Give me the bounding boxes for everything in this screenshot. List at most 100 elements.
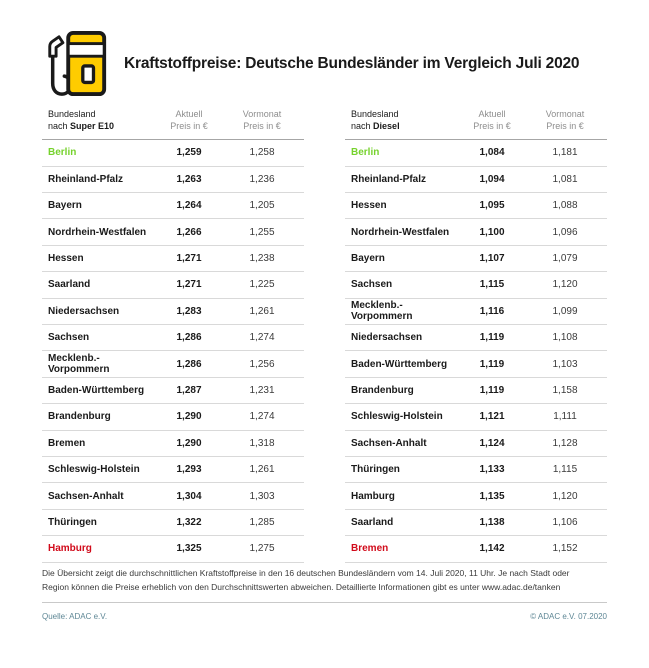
page-title: Kraftstoffpreise: Deutsche Bundesländer …: [124, 55, 580, 72]
table-row: Rheinland-Pfalz 1,263 1,236: [42, 167, 304, 194]
current-price: 1,266: [176, 226, 202, 238]
table-row: Sachsen-Anhalt 1,124 1,128: [345, 431, 607, 457]
state-name: Sachsen-Anhalt: [351, 437, 427, 449]
state-name: Mecklenb.-Vorpommern: [48, 353, 110, 376]
state-name: Niedersachsen: [351, 332, 423, 344]
copyright-label: © ADAC e.V. 07.2020: [530, 612, 607, 621]
table-row: Saarland 1,271 1,225: [42, 272, 304, 299]
current-price: 1,107: [479, 253, 505, 265]
table-super-e10: Bundesland nach Super E10 Aktuell Preis …: [42, 108, 304, 563]
state-name: Nordrhein-Westfalen: [351, 226, 450, 238]
state-name: Bayern: [48, 200, 82, 212]
column-header-previous: Vormonat Preis in €: [545, 109, 585, 132]
column-header-previous: Vormonat Preis in €: [242, 109, 282, 132]
table-row: Mecklenb.-Vorpommern 1,286 1,256: [42, 351, 304, 378]
state-name: Baden-Württemberg: [48, 384, 145, 396]
state-name: Sachsen: [351, 279, 393, 291]
state-name: Brandenburg: [351, 384, 414, 396]
state-name: Nordrhein-Westfalen: [48, 226, 147, 238]
table-row: Bremen 1,142 1,152: [345, 536, 607, 563]
table-row: Hamburg 1,325 1,275: [42, 536, 304, 563]
current-price: 1,121: [479, 411, 505, 423]
previous-price: 1,181: [552, 147, 578, 159]
table-row: Niedersachsen 1,283 1,261: [42, 299, 304, 326]
current-price: 1,119: [479, 384, 505, 396]
previous-price: 1,120: [552, 490, 578, 502]
current-price: 1,119: [479, 358, 505, 370]
table-row: Rheinland-Pfalz 1,094 1,081: [345, 167, 607, 194]
state-name: Berlin: [351, 147, 380, 159]
current-price: 1,084: [479, 147, 505, 159]
table-row: Sachsen 1,115 1,120: [345, 272, 607, 299]
state-name: Saarland: [351, 516, 394, 528]
table-row: Baden-Württemberg 1,287 1,231: [42, 378, 304, 405]
table-row: Saarland 1,138 1,106: [345, 510, 607, 537]
table-row: Berlin 1,084 1,181: [345, 140, 607, 167]
current-price: 1,263: [176, 173, 202, 185]
state-name: Hessen: [48, 253, 84, 265]
state-name: Baden-Württemberg: [351, 358, 448, 370]
source-label: Quelle: ADAC e.V.: [42, 612, 108, 621]
table-body-diesel: Berlin 1,084 1,181 Rheinland-Pfalz 1,094…: [345, 140, 607, 563]
table-row: Mecklenb.-Vorpommern 1,116 1,099: [345, 299, 607, 326]
current-price: 1,115: [479, 279, 505, 291]
state-name: Sachsen-Anhalt: [48, 490, 124, 502]
price-tables: Bundesland nach Super E10 Aktuell Preis …: [42, 108, 607, 563]
previous-price: 1,285: [249, 516, 275, 528]
state-name: Rheinland-Pfalz: [351, 173, 427, 185]
table-row: Bremen 1,290 1,318: [42, 431, 304, 457]
state-name: Hessen: [351, 200, 387, 212]
current-price: 1,286: [176, 332, 202, 344]
state-name: Rheinland-Pfalz: [48, 173, 124, 185]
previous-price: 1,231: [249, 384, 275, 396]
previous-price: 1,258: [249, 147, 275, 159]
previous-price: 1,205: [249, 200, 275, 212]
table-row: Niedersachsen 1,119 1,108: [345, 325, 607, 352]
state-name: Mecklenb.-Vorpommern: [351, 300, 413, 323]
previous-price: 1,081: [552, 173, 578, 185]
previous-price: 1,111: [553, 411, 577, 423]
current-price: 1,325: [176, 543, 202, 555]
current-price: 1,100: [479, 226, 505, 238]
table-header: Bundesland nach Diesel Aktuell Preis in …: [345, 108, 607, 141]
current-price: 1,287: [176, 384, 202, 396]
current-price: 1,304: [176, 490, 202, 502]
footnote: Die Übersicht zeigt die durchschnittlich…: [42, 568, 570, 592]
current-price: 1,135: [479, 490, 505, 502]
previous-price: 1,261: [249, 464, 275, 476]
table-header: Bundesland nach Super E10 Aktuell Preis …: [42, 108, 304, 141]
previous-price: 1,274: [249, 332, 275, 344]
table-row: Hamburg 1,135 1,120: [345, 483, 607, 510]
current-price: 1,286: [176, 358, 202, 370]
table-body-super-e10: Berlin 1,259 1,258 Rheinland-Pfalz 1,263…: [42, 140, 304, 563]
previous-price: 1,274: [249, 411, 275, 423]
current-price: 1,271: [176, 279, 202, 291]
fuel-type-label: Super E10: [70, 121, 115, 132]
current-price: 1,283: [176, 305, 202, 317]
table-row: Schleswig-Holstein 1,121 1,111: [345, 404, 607, 431]
column-header-current: Aktuell Preis in €: [473, 109, 511, 132]
current-price: 1,116: [479, 305, 505, 317]
previous-price: 1,128: [552, 437, 578, 449]
table-row: Thüringen 1,133 1,115: [345, 457, 607, 484]
table-row: Schleswig-Holstein 1,293 1,261: [42, 457, 304, 484]
current-price: 1,322: [176, 516, 202, 528]
state-name: Niedersachsen: [48, 305, 120, 317]
current-price: 1,095: [479, 200, 505, 212]
previous-price: 1,088: [552, 200, 578, 212]
current-price: 1,142: [479, 543, 505, 555]
previous-price: 1,152: [552, 543, 578, 555]
table-row: Baden-Württemberg 1,119 1,103: [345, 351, 607, 378]
previous-price: 1,103: [552, 358, 578, 370]
fuel-pump-icon: [48, 30, 107, 97]
current-price: 1,094: [479, 173, 505, 185]
previous-price: 1,115: [552, 464, 578, 476]
table-row: Nordrhein-Westfalen 1,100 1,096: [345, 219, 607, 246]
current-price: 1,264: [176, 200, 202, 212]
current-price: 1,138: [479, 516, 505, 528]
current-price: 1,293: [176, 464, 202, 476]
current-price: 1,124: [479, 437, 505, 449]
table-row: Sachsen 1,286 1,274: [42, 325, 304, 352]
table-row: Bayern 1,264 1,205: [42, 193, 304, 220]
